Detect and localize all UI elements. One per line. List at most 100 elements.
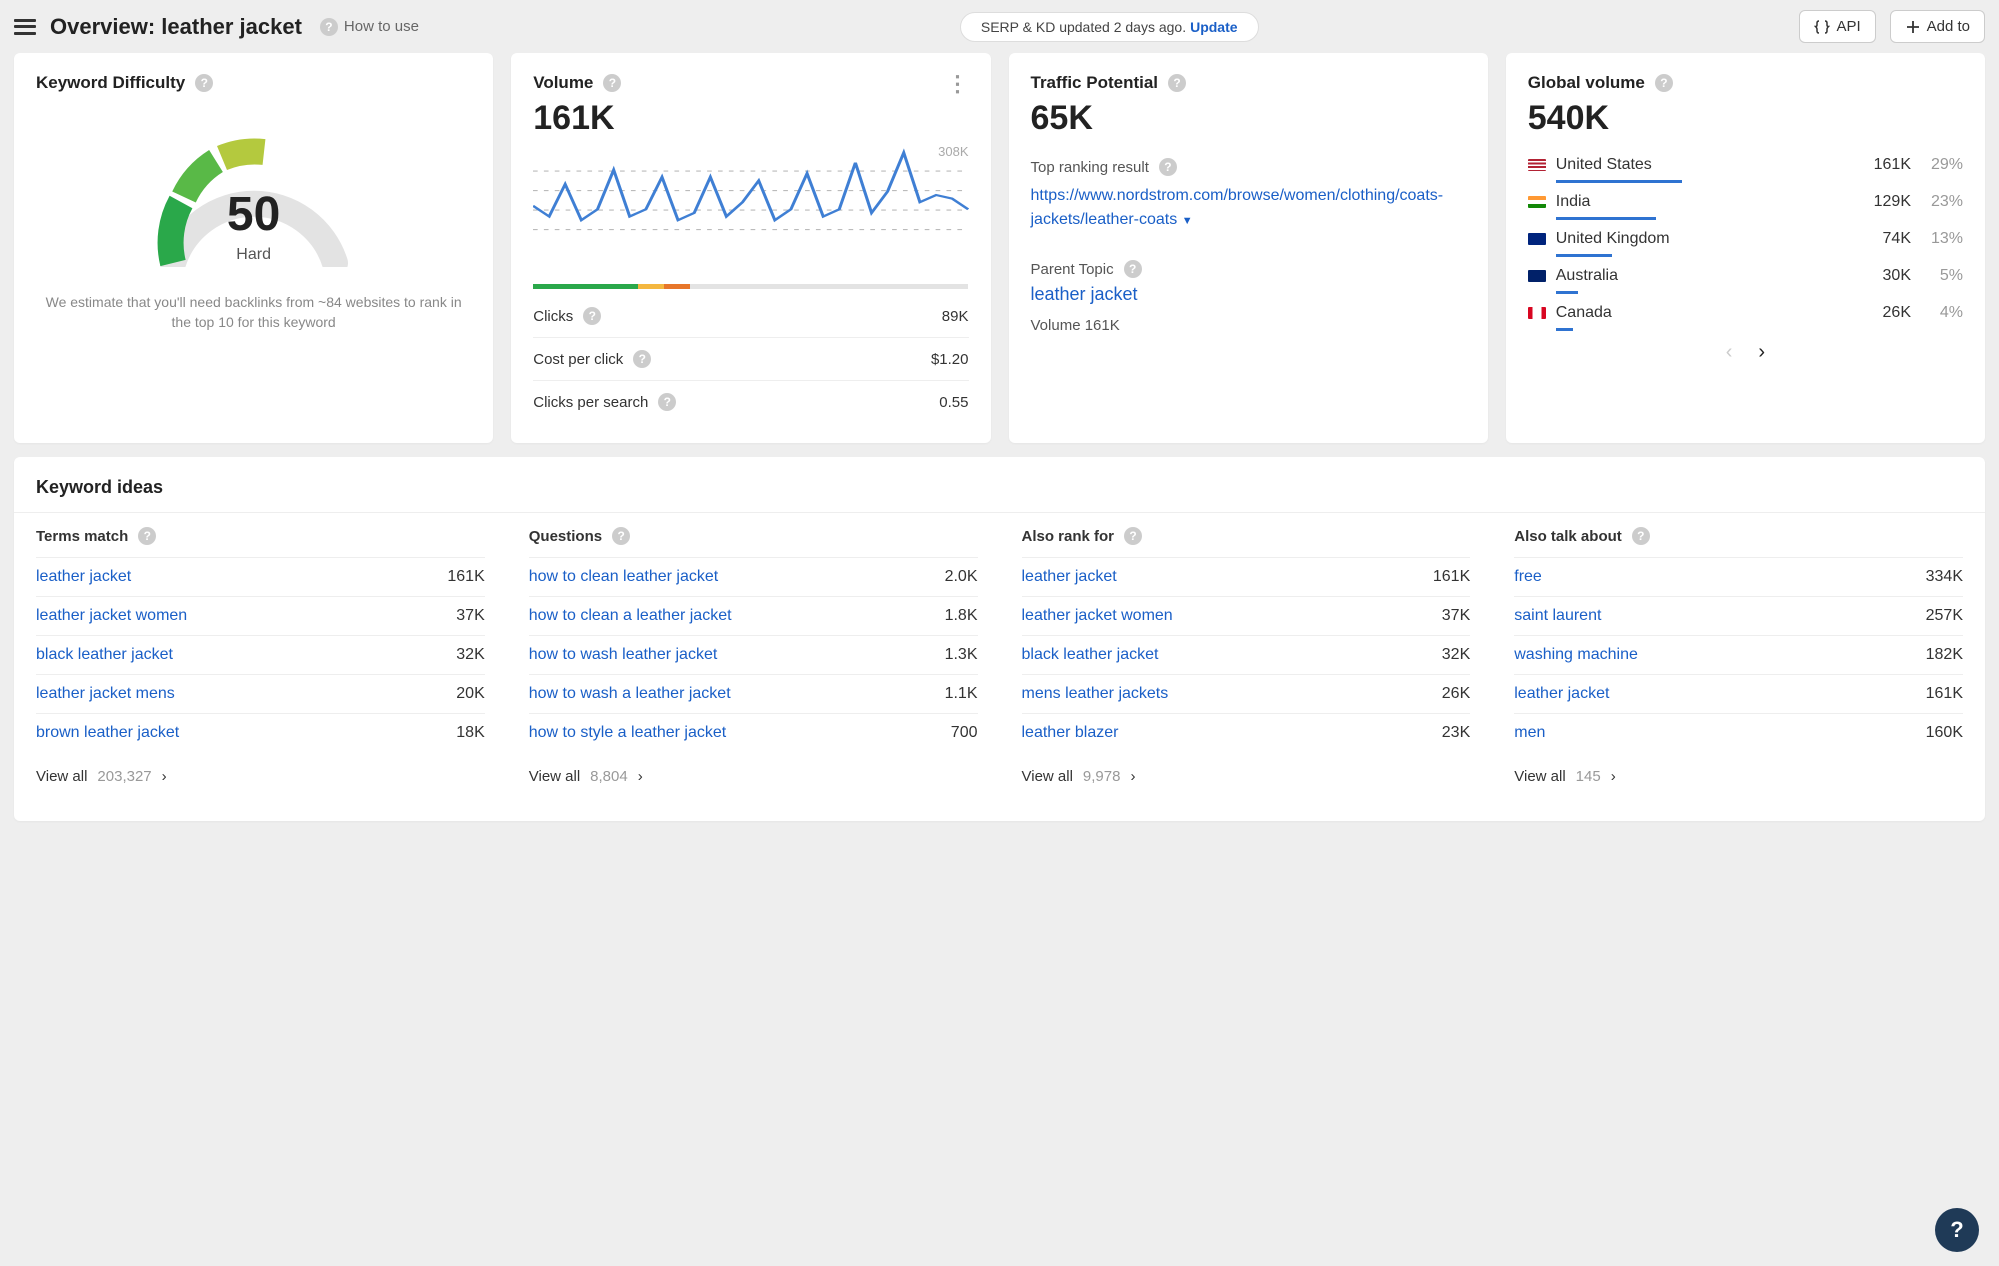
volume-title: Volume ? ⋮ <box>533 73 968 93</box>
global-title: Global volume ? <box>1528 73 1963 93</box>
keyword-row: leather jacket women 37K <box>36 596 485 635</box>
help-icon[interactable]: ? <box>1124 260 1142 278</box>
keyword-link[interactable]: black leather jacket <box>36 646 173 664</box>
api-label: API <box>1836 18 1860 35</box>
keyword-row: leather jacket 161K <box>1514 674 1963 713</box>
help-icon[interactable]: ? <box>612 527 630 545</box>
keyword-link[interactable]: leather jacket <box>1022 568 1117 586</box>
chevron-right-icon: › <box>638 768 643 785</box>
help-icon[interactable]: ? <box>1159 158 1177 176</box>
braces-icon <box>1814 19 1830 35</box>
keyword-row: washing machine 182K <box>1514 635 1963 674</box>
volume-value: 161K <box>533 99 968 138</box>
view-all-link[interactable]: View all 8,804 › <box>529 768 978 785</box>
help-icon[interactable]: ? <box>1168 74 1186 92</box>
update-link[interactable]: Update <box>1190 19 1237 35</box>
view-all-link[interactable]: View all 203,327 › <box>36 768 485 785</box>
keyword-link[interactable]: leather jacket women <box>36 607 187 625</box>
menu-icon[interactable] <box>14 19 36 35</box>
help-icon[interactable]: ? <box>1124 527 1142 545</box>
top-bar: Overview: leather jacket ? How to use SE… <box>0 0 1999 53</box>
keyword-link[interactable]: how to wash a leather jacket <box>529 685 731 703</box>
keyword-link[interactable]: leather jacket mens <box>36 685 175 703</box>
traffic-card: Traffic Potential ? 65K Top ranking resu… <box>1009 53 1488 443</box>
api-button[interactable]: API <box>1799 10 1875 43</box>
view-all-link[interactable]: View all 9,978 › <box>1022 768 1471 785</box>
page-title: Overview: leather jacket <box>50 14 302 40</box>
help-icon[interactable]: ? <box>1655 74 1673 92</box>
chevron-right-icon: › <box>1130 768 1135 785</box>
help-icon[interactable]: ? <box>633 350 651 368</box>
global-pagination: ‹ › <box>1528 341 1963 364</box>
more-icon[interactable]: ⋮ <box>947 78 969 89</box>
keyword-link[interactable]: how to clean a leather jacket <box>529 607 732 625</box>
flag-icon <box>1528 307 1546 319</box>
add-to-button[interactable]: Add to <box>1890 10 1985 43</box>
ideas-card: Keyword ideas Terms match? leather jacke… <box>14 457 1985 821</box>
flag-icon <box>1528 270 1546 282</box>
help-icon[interactable]: ? <box>138 527 156 545</box>
ideas-column: Terms match? leather jacket 161K leather… <box>14 513 507 799</box>
global-country-row[interactable]: United Kingdom 74K 13% <box>1528 220 1963 257</box>
keyword-link[interactable]: saint laurent <box>1514 607 1601 625</box>
keyword-link[interactable]: leather blazer <box>1022 724 1119 742</box>
volume-metric-row: Cost per click? $1.20 <box>533 337 968 380</box>
metrics-grid: Keyword Difficulty ? 50 Hard We estimate… <box>0 53 1999 457</box>
help-icon[interactable]: ? <box>583 307 601 325</box>
keyword-row: leather jacket 161K <box>36 557 485 596</box>
keyword-row: black leather jacket 32K <box>36 635 485 674</box>
global-country-row[interactable]: Canada 26K 4% <box>1528 294 1963 331</box>
keyword-link[interactable]: men <box>1514 724 1545 742</box>
keyword-link[interactable]: black leather jacket <box>1022 646 1159 664</box>
keyword-row: how to clean leather jacket 2.0K <box>529 557 978 596</box>
traffic-title: Traffic Potential ? <box>1031 73 1466 93</box>
keyword-link[interactable]: leather jacket <box>1514 685 1609 703</box>
prev-page-icon[interactable]: ‹ <box>1726 341 1733 364</box>
help-icon[interactable]: ? <box>603 74 621 92</box>
chevron-down-icon[interactable]: ▼ <box>1182 215 1193 227</box>
parent-topic-value[interactable]: leather jacket <box>1031 284 1466 305</box>
kd-score: 50 <box>227 187 280 242</box>
help-icon[interactable]: ? <box>658 393 676 411</box>
keyword-row: leather blazer 23K <box>1022 713 1471 752</box>
help-icon[interactable]: ? <box>1632 527 1650 545</box>
flag-icon <box>1528 233 1546 245</box>
keyword-row: brown leather jacket 18K <box>36 713 485 752</box>
help-fab[interactable]: ? <box>1935 1208 1979 1252</box>
kd-label: Hard <box>236 246 271 264</box>
help-icon: ? <box>320 18 338 36</box>
volume-bar <box>1556 328 1573 331</box>
ideas-column: Also talk about? free 334K saint laurent… <box>1492 513 1985 799</box>
keyword-row: leather jacket women 37K <box>1022 596 1471 635</box>
how-to-use-link[interactable]: ? How to use <box>316 18 419 36</box>
keyword-row: men 160K <box>1514 713 1963 752</box>
next-page-icon[interactable]: › <box>1758 341 1765 364</box>
kd-gauge: 50 Hard <box>36 107 471 264</box>
keyword-link[interactable]: how to style a leather jacket <box>529 724 726 742</box>
flag-icon <box>1528 159 1546 171</box>
flag-icon <box>1528 196 1546 208</box>
global-rows: United States 161K 29% India 129K 23% Un… <box>1528 146 1963 331</box>
keyword-link[interactable]: leather jacket women <box>1022 607 1173 625</box>
kd-description: We estimate that you'll need backlinks f… <box>36 292 471 333</box>
keyword-link[interactable]: how to clean leather jacket <box>529 568 718 586</box>
help-icon[interactable]: ? <box>195 74 213 92</box>
keyword-link[interactable]: free <box>1514 568 1542 586</box>
view-all-link[interactable]: View all 145 › <box>1514 768 1963 785</box>
volume-card: Volume ? ⋮ 161K 308K Clicks? 89K Cost pe… <box>511 53 990 443</box>
keyword-link[interactable]: leather jacket <box>36 568 131 586</box>
ideas-column: Also rank for? leather jacket 161K leath… <box>1000 513 1493 799</box>
keyword-link[interactable]: mens leather jackets <box>1022 685 1169 703</box>
global-country-row[interactable]: Australia 30K 5% <box>1528 257 1963 294</box>
keyword-link[interactable]: how to wash leather jacket <box>529 646 718 664</box>
ideas-column-title: Terms match? <box>36 527 485 557</box>
serp-update-pill: SERP & KD updated 2 days ago. Update <box>960 12 1259 42</box>
global-country-row[interactable]: United States 161K 29% <box>1528 146 1963 183</box>
keyword-link[interactable]: washing machine <box>1514 646 1638 664</box>
parent-topic-label: Parent Topic ? <box>1031 260 1466 278</box>
keyword-row: how to wash leather jacket 1.3K <box>529 635 978 674</box>
keyword-link[interactable]: brown leather jacket <box>36 724 179 742</box>
top-result-url[interactable]: https://www.nordstrom.com/browse/women/c… <box>1031 184 1466 232</box>
keyword-row: how to clean a leather jacket 1.8K <box>529 596 978 635</box>
global-country-row[interactable]: India 129K 23% <box>1528 183 1963 220</box>
